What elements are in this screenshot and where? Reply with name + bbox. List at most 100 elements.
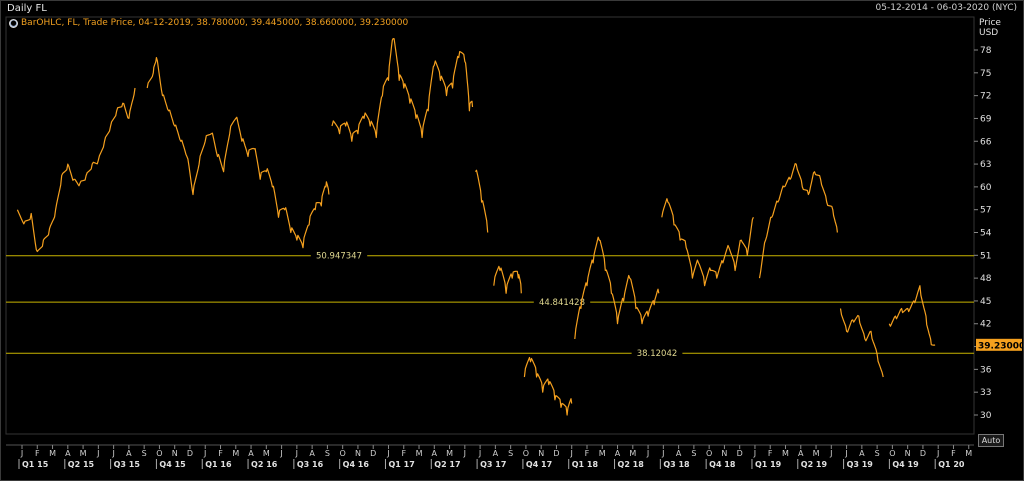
x-quarter-label: Q4 18 (709, 460, 736, 469)
x-quarter-label: Q1 18 (572, 460, 599, 469)
price-series (493, 265, 522, 294)
x-month-label: J (570, 449, 573, 458)
x-month-label: A (309, 449, 315, 458)
x-month-label: J (463, 449, 466, 458)
x-month-label: J (844, 449, 847, 458)
x-quarter-label: Q3 19 (847, 460, 874, 469)
x-month-label: A (798, 449, 804, 458)
y-axis-title-line2: USD (979, 28, 999, 38)
x-month-label: S (325, 449, 330, 458)
x-month-label: F (768, 449, 773, 458)
y-tick-label: 78 (980, 46, 992, 56)
last-price-label: 39.230000 (978, 341, 1023, 351)
x-month-label: S (875, 449, 880, 458)
x-month-label: J (646, 449, 649, 458)
x-month-label: M (263, 449, 270, 458)
x-month-label: N (538, 449, 544, 458)
y-tick-label: 63 (980, 160, 991, 170)
price-series (475, 169, 489, 233)
x-month-label: A (248, 449, 254, 458)
x-quarter-label: Q2 15 (68, 460, 95, 469)
x-month-label: O (706, 449, 712, 458)
x-quarter-label: Q3 17 (480, 460, 506, 469)
x-month-label: N (172, 449, 178, 458)
y-tick-label: 72 (980, 92, 991, 102)
price-series (839, 308, 884, 378)
x-quarter-label: Q3 15 (114, 460, 141, 469)
x-month-label: S (508, 449, 513, 458)
x-month-label: J (111, 449, 114, 458)
level-label-bg (631, 347, 683, 359)
x-month-label: A (126, 449, 132, 458)
x-month-label: F (585, 449, 590, 458)
legend-text: BarOHLC, FL, Trade Price, 04-12-2019, 38… (21, 18, 409, 28)
x-month-label: J (96, 449, 99, 458)
x-month-label: M (80, 449, 87, 458)
x-month-label: J (279, 449, 282, 458)
price-series (758, 163, 838, 279)
y-tick-label: 30 (980, 411, 992, 421)
auto-scale-button[interactable]: Auto (978, 434, 1004, 447)
x-month-label: A (615, 449, 621, 458)
x-month-label: M (49, 449, 56, 458)
y-tick-label: 42 (980, 320, 991, 330)
chart-title: Daily FL (7, 3, 47, 14)
x-quarter-label: Q2 18 (618, 460, 645, 469)
x-month-label: J (478, 449, 481, 458)
y-tick-label: 54 (980, 229, 992, 239)
x-quarter-label: Q1 20 (938, 460, 965, 469)
x-month-label: D (370, 449, 376, 458)
x-month-label: A (493, 449, 499, 458)
y-tick-label: 33 (980, 388, 991, 398)
x-month-label: J (753, 449, 756, 458)
series-legend[interactable]: ● BarOHLC, FL, Trade Price, 04-12-2019, … (9, 18, 408, 28)
price-series (331, 38, 474, 142)
y-tick-label: 60 (980, 183, 992, 193)
y-tick-label: 57 (980, 206, 991, 216)
x-month-label: N (355, 449, 361, 458)
x-month-label: J (386, 449, 389, 458)
price-series (888, 285, 936, 346)
price-series (661, 198, 754, 287)
x-month-label: J (661, 449, 664, 458)
x-quarter-label: Q4 17 (526, 460, 552, 469)
x-quarter-label: Q4 15 (159, 460, 186, 469)
level-label-bg (533, 296, 591, 308)
x-month-label: M (629, 449, 636, 458)
last-price-box (976, 338, 1022, 351)
x-quarter-label: Q1 17 (388, 460, 414, 469)
x-quarter-label: Q2 17 (434, 460, 460, 469)
level-label: 38.12042 (637, 349, 678, 359)
y-axis-title: Price USD (979, 18, 1001, 38)
x-month-label: F (401, 449, 406, 458)
x-quarter-label: Q3 18 (663, 460, 690, 469)
x-month-label: F (951, 449, 956, 458)
y-tick-label: 66 (980, 137, 992, 147)
x-month-label: F (35, 449, 40, 458)
x-month-label: D (187, 449, 193, 458)
x-month-label: J (20, 449, 23, 458)
x-month-label: O (340, 449, 346, 458)
x-month-label: O (523, 449, 529, 458)
x-quarter-label: Q4 19 (892, 460, 919, 469)
y-tick-label: 51 (980, 251, 991, 261)
x-month-label: J (295, 449, 298, 458)
x-month-label: M (813, 449, 820, 458)
x-month-label: M (965, 449, 972, 458)
x-month-label: N (905, 449, 911, 458)
x-quarter-label: Q1 19 (755, 460, 782, 469)
level-label: 44.841428 (539, 298, 585, 308)
legend-series-icon[interactable]: ● (9, 18, 18, 28)
x-month-label: M (782, 449, 789, 458)
x-quarter-label: Q4 16 (343, 460, 370, 469)
plot-area (5, 16, 975, 435)
x-month-label: D (553, 449, 559, 458)
level-label-bg (310, 249, 368, 261)
y-tick-label: 75 (980, 69, 991, 79)
x-month-label: N (721, 449, 727, 458)
x-quarter-label: Q2 16 (251, 460, 278, 469)
x-quarter-label: Q1 16 (205, 460, 232, 469)
x-month-label: D (737, 449, 743, 458)
